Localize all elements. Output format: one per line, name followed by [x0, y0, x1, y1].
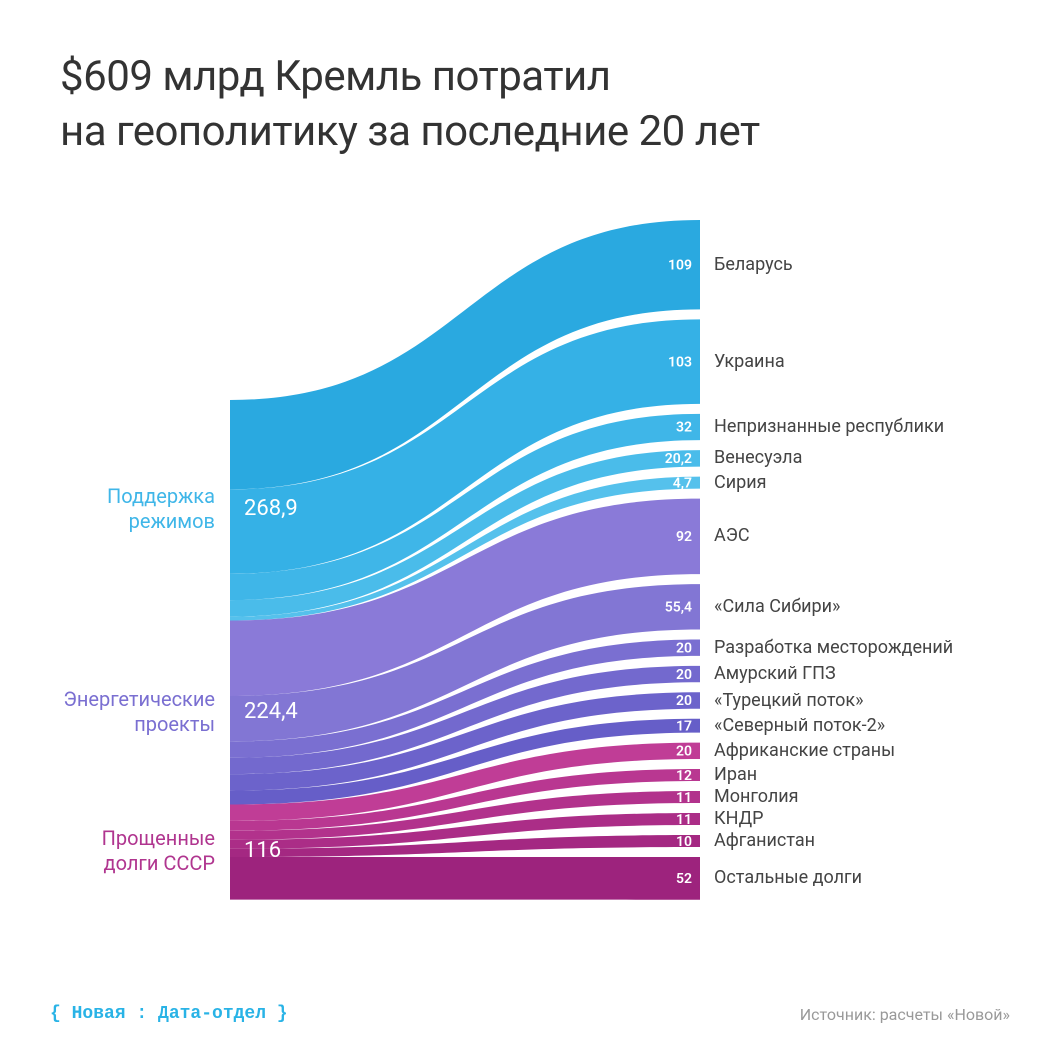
target-value: 20 [676, 640, 692, 656]
target-value: 32 [676, 420, 692, 436]
target-value: 10 [676, 834, 692, 850]
source-label-line: Поддержка [107, 484, 215, 508]
target-label: Венесуэла [714, 447, 802, 468]
target-label: Африканские страны [714, 740, 895, 761]
target-value: 103 [668, 354, 692, 370]
source-label-line: Прощенные [102, 826, 215, 850]
target-value: 20,2 [665, 451, 692, 467]
target-value: 11 [676, 790, 692, 806]
target-value: 11 [676, 812, 692, 828]
target-value: 92 [676, 529, 692, 545]
target-value: 109 [668, 257, 692, 273]
chart-container: $609 млрд Кремль потратил на геополитику… [0, 0, 1060, 1060]
sankey-flow [230, 857, 700, 900]
source-label-line: проекты [134, 712, 215, 736]
target-label: «Сила Сибири» [714, 596, 840, 617]
target-label: Амурский ГПЗ [714, 663, 836, 684]
source-label: Энергетическиепроекты [15, 687, 215, 737]
source-label: Поддержкарежимов [15, 484, 215, 534]
source-value: 116 [244, 838, 281, 863]
footer-source: Источник: расчеты «Новой» [800, 1005, 1010, 1024]
target-label: Украина [714, 351, 785, 372]
target-label: Иран [714, 764, 757, 785]
target-label: Остальные долги [714, 867, 862, 888]
target-value: 20 [676, 667, 692, 683]
source-label-line: долги СССР [104, 851, 215, 875]
source-value: 268,9 [244, 496, 298, 521]
target-label: КНДР [714, 808, 763, 829]
target-label: АЭС [714, 525, 750, 546]
source-label: Прощенныедолги СССР [15, 826, 215, 876]
target-label: Монголия [714, 786, 799, 807]
target-value: 4,7 [673, 475, 692, 491]
target-label: «Турецкий поток» [714, 690, 864, 711]
target-value: 20 [676, 693, 692, 709]
source-label-line: Энергетические [63, 687, 215, 711]
source-value: 224,4 [244, 699, 298, 724]
target-value: 55,4 [665, 600, 692, 616]
target-label: Беларусь [714, 254, 793, 275]
target-label: Сирия [714, 472, 766, 493]
target-label: «Северный поток-2» [714, 715, 885, 736]
target-value: 12 [676, 768, 692, 784]
target-label: Афганистан [714, 830, 815, 851]
footer-brand: { Новая : Дата-отдел } [50, 1004, 288, 1024]
target-value: 52 [676, 871, 692, 887]
source-label-line: режимов [129, 509, 215, 533]
target-value: 17 [676, 718, 692, 734]
target-label: Разработка месторождений [714, 637, 953, 658]
target-label: Непризнанные республики [714, 416, 944, 437]
target-value: 20 [676, 744, 692, 760]
